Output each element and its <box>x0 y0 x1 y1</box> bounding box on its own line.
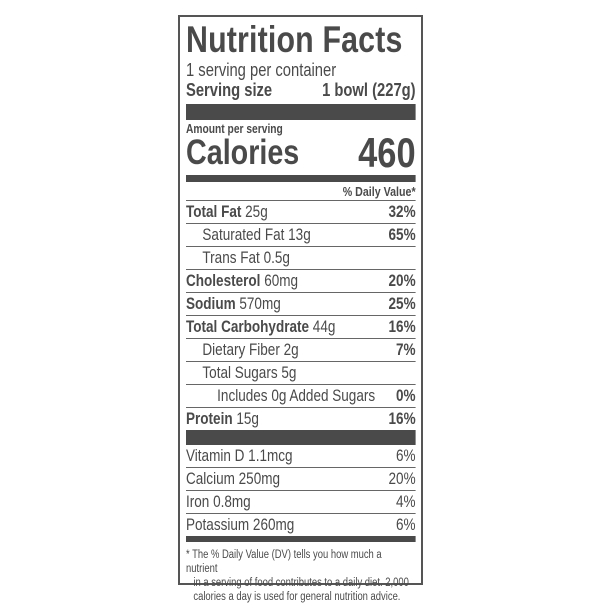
nutrient-name: Total Sugars <box>202 364 278 382</box>
nutrient-amount: 5g <box>281 364 297 382</box>
calories-row: Calories 460 <box>186 129 416 176</box>
vitamin-amount: 1.1mcg <box>248 447 293 465</box>
vitamin-amount: 260mg <box>252 516 295 534</box>
nutrient-row-added-sugars: Includes 0g Added Sugars 0% <box>186 384 416 407</box>
nutrient-name: Sodium <box>186 295 236 313</box>
medium-divider <box>186 175 416 182</box>
nutrition-facts-label: Nutrition Facts 1 serving per container … <box>178 15 423 603</box>
nutrient-row-sodium: Sodium 570mg 25% <box>186 292 416 315</box>
vitamin-dv: 6% <box>396 447 416 465</box>
nutrient-dv: 65% <box>388 226 416 244</box>
nutrient-amount: 44g <box>312 318 336 336</box>
nutrient-name: Cholesterol <box>186 272 261 290</box>
vitamin-dv: 6% <box>396 516 416 534</box>
footnote-line: * The % Daily Value (DV) tells you how m… <box>186 549 382 575</box>
vitamin-row-calcium: Calcium 250mg 20% <box>186 467 416 490</box>
nutrient-dv: 7% <box>396 341 416 359</box>
vitamin-row-iron: Iron 0.8mg 4% <box>186 490 416 513</box>
nutrient-amount: 13g <box>288 226 311 244</box>
vitamin-name: Iron <box>186 493 210 511</box>
vitamin-amount: 0.8mg <box>213 493 251 511</box>
vitamin-name: Potassium <box>186 516 250 534</box>
nutrient-amount: 0.5g <box>263 249 290 267</box>
vitamin-row-potassium: Potassium 260mg 6% <box>186 513 416 536</box>
nutrient-amount: 570mg <box>239 295 281 313</box>
calories-value: 460 <box>358 129 416 176</box>
nutrient-amount: 25g <box>245 203 268 221</box>
nutrient-dv: 25% <box>388 295 416 313</box>
nutrient-name: Trans Fat <box>202 249 260 267</box>
label-title: Nutrition Facts <box>186 19 403 60</box>
nutrient-dv: 20% <box>388 272 416 290</box>
vitamin-row-vitamin-d: Vitamin D 1.1mcg 6% <box>186 445 416 467</box>
nutrient-dv: 16% <box>388 318 416 336</box>
medium-divider <box>186 536 416 542</box>
nutrient-row-trans-fat: Trans Fat 0.5g <box>186 246 416 269</box>
footnote: * The % Daily Value (DV) tells you how m… <box>186 548 416 604</box>
nutrient-dv: 16% <box>388 410 416 428</box>
serving-size: Serving size 1 bowl (227g) <box>186 80 416 100</box>
nutrient-row-cholesterol: Cholesterol 60mg 20% <box>186 269 416 292</box>
nutrient-row-total-sugars: Total Sugars 5g <box>186 361 416 384</box>
nutrient-row-protein: Protein 15g 16% <box>186 407 416 430</box>
nutrient-dv: 32% <box>388 203 416 221</box>
vitamin-dv: 20% <box>388 470 416 488</box>
vitamin-dv: 4% <box>396 493 416 511</box>
vitamin-name: Vitamin D <box>186 447 245 465</box>
footnote-line: calories a day is used for general nutri… <box>193 591 401 603</box>
amount-per-serving: Amount per serving <box>186 122 283 136</box>
nutrient-name: Total Carbohydrate <box>186 318 310 336</box>
nutrient-row-saturated-fat: Saturated Fat 13g 65% <box>186 223 416 246</box>
thick-divider <box>186 430 416 445</box>
nutrient-amount: 60mg <box>264 272 299 290</box>
nutrient-row-total-carbohydrate: Total Carbohydrate 44g 16% <box>186 315 416 338</box>
nutrient-row-dietary-fiber: Dietary Fiber 2g 7% <box>186 338 416 361</box>
thick-divider <box>186 104 416 120</box>
vitamin-amount: 250mg <box>238 470 281 488</box>
daily-value-header: % Daily Value* <box>342 184 416 199</box>
nutrient-name: Dietary Fiber <box>202 341 280 359</box>
nutrient-amount: 2g <box>283 341 299 359</box>
nutrient-name: Saturated Fat <box>202 226 285 244</box>
vitamin-name: Calcium <box>186 470 235 488</box>
nutrient-dv: 0% <box>396 387 416 405</box>
calories-label: Calories <box>186 133 300 172</box>
nutrient-name: Total Fat <box>186 203 242 221</box>
nutrient-row-total-fat: Total Fat 25g 32% <box>186 200 416 223</box>
nutrient-name: Protein <box>186 410 233 428</box>
nutrient-name: Includes 0g Added Sugars <box>217 387 376 405</box>
nutrient-amount: 15g <box>236 410 259 428</box>
footnote-line: in a serving of food contributes to a da… <box>193 577 409 589</box>
servings-per-container: 1 serving per container <box>186 60 337 80</box>
serving-size-label: Serving size <box>186 80 273 100</box>
serving-size-value: 1 bowl (227g) <box>322 80 416 100</box>
